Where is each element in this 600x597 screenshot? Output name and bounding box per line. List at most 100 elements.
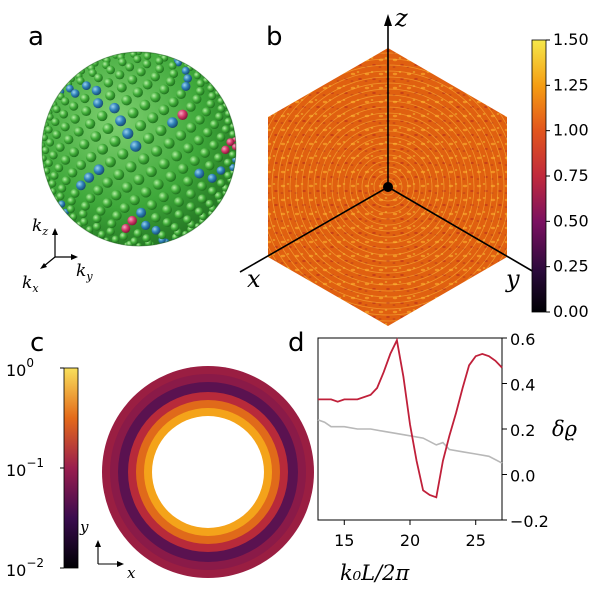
- lattice-ball: [56, 192, 65, 201]
- lattice-ball: [111, 210, 122, 221]
- lattice-ball: [125, 62, 135, 72]
- lattice-ball: [175, 130, 187, 141]
- lattice-ball: [57, 184, 67, 193]
- lattice-ball: [193, 71, 202, 80]
- lattice-ball: [181, 66, 190, 75]
- lattice-ball: [193, 135, 204, 146]
- lattice-ball: [146, 199, 157, 211]
- lattice-ball: [208, 92, 217, 101]
- lattice-ball: [133, 174, 145, 185]
- lattice-ball: [214, 112, 224, 121]
- x-tick-label: 15: [334, 531, 354, 550]
- lattice-ball: [209, 140, 219, 150]
- colorbar-b-tick-label: 0.50: [553, 211, 589, 230]
- lattice-ball: [136, 207, 147, 218]
- lattice-ball: [162, 204, 172, 215]
- lattice-ball: [78, 209, 88, 219]
- colorbar-b-tick-label: 1.25: [553, 75, 589, 94]
- lattice-ball: [162, 217, 172, 228]
- lattice-ball: [115, 70, 125, 80]
- lattice-ball: [115, 115, 127, 127]
- lattice-ball: [67, 167, 78, 178]
- lattice-ball: [192, 94, 202, 104]
- sphere-lattice: [41, 51, 237, 247]
- lattice-ball: [158, 191, 169, 203]
- x-axis-label-c: x: [127, 564, 136, 582]
- colorbar-b-tick-label: 0.25: [553, 257, 589, 276]
- colorbar-b: [531, 39, 547, 313]
- lattice-ball: [183, 74, 192, 83]
- colorbar-c: [63, 367, 79, 569]
- lattice-ball: [119, 202, 130, 213]
- lattice-ball: [202, 127, 213, 138]
- lattice-ball: [213, 153, 223, 163]
- lattice-ball: [97, 143, 109, 155]
- lattice-ball: [133, 55, 142, 64]
- panel-label-c: c: [30, 328, 45, 358]
- lattice-ball: [224, 171, 232, 180]
- lattice-ball: [70, 188, 80, 198]
- lattice-ball: [119, 232, 128, 241]
- lattice-ball: [200, 147, 210, 158]
- lattice-ball: [113, 169, 125, 181]
- lattice-ball: [221, 125, 230, 134]
- colorbar-c-tick-0: 100: [6, 356, 34, 380]
- density-hexagon: [239, 14, 535, 326]
- lattice-ball: [163, 137, 175, 149]
- lattice-ball: [197, 181, 207, 191]
- lattice-ball: [201, 107, 212, 117]
- lattice-ball: [189, 155, 200, 166]
- lattice-ball: [92, 185, 104, 196]
- lattice-ball: [165, 76, 176, 87]
- lattice-ball: [194, 114, 205, 125]
- panel-label-b: b: [266, 22, 283, 52]
- series-line-gray: [317, 419, 503, 464]
- xy-axes-triad: [95, 540, 124, 567]
- lattice-ball: [129, 194, 140, 206]
- line-chart-d: 15 20 25 −0.2 0.0 0.2 0.4 0.6: [317, 330, 549, 550]
- lattice-ball: [54, 163, 64, 173]
- lattice-ball: [95, 206, 106, 216]
- lattice-ball: [93, 164, 105, 176]
- lattice-ball: [159, 84, 170, 95]
- lattice-ball: [183, 215, 192, 224]
- lattice-ball: [52, 105, 61, 114]
- lattice-ball: [194, 168, 205, 179]
- annulus-density: [102, 366, 314, 578]
- lattice-ball: [105, 90, 116, 101]
- lattice-ball: [173, 196, 184, 207]
- colorbar-b-ticks: 0.00 0.25 0.50 0.75 1.00 1.25 1.50: [546, 30, 589, 321]
- z-axis-label: z: [394, 4, 408, 32]
- lattice-ball: [167, 117, 178, 128]
- kz-label: kz: [32, 216, 48, 238]
- lattice-ball: [125, 161, 137, 173]
- y-axis-label-b: y: [505, 265, 520, 293]
- lattice-ball: [117, 148, 129, 160]
- lattice-ball: [110, 189, 122, 201]
- lattice-ball: [150, 92, 161, 103]
- lattice-ball: [165, 171, 177, 182]
- lattice-ball: [168, 97, 179, 108]
- lattice-ball: [185, 189, 196, 199]
- lattice-ball: [217, 104, 226, 113]
- lattice-ball: [208, 186, 217, 196]
- lattice-ball: [141, 220, 151, 231]
- lattice-ball: [224, 117, 232, 126]
- lattice-ball: [177, 109, 188, 120]
- lattice-ball: [130, 140, 142, 152]
- lattice-ball: [170, 184, 181, 195]
- lattice-ball: [76, 180, 86, 191]
- lattice-ball: [85, 151, 97, 163]
- lattice-ball: [59, 109, 69, 119]
- lattice-ball: [151, 145, 163, 157]
- lattice-ball: [60, 122, 70, 132]
- lattice-ball: [50, 171, 59, 180]
- lattice-ball: [70, 89, 80, 98]
- lattice-ball: [69, 147, 79, 158]
- lattice-ball: [142, 234, 151, 243]
- lattice-ball: [103, 77, 114, 88]
- lattice-ball: [127, 107, 139, 119]
- lattice-ball: [109, 102, 120, 114]
- lattice-ball: [138, 153, 150, 165]
- lattice-ball: [106, 65, 115, 75]
